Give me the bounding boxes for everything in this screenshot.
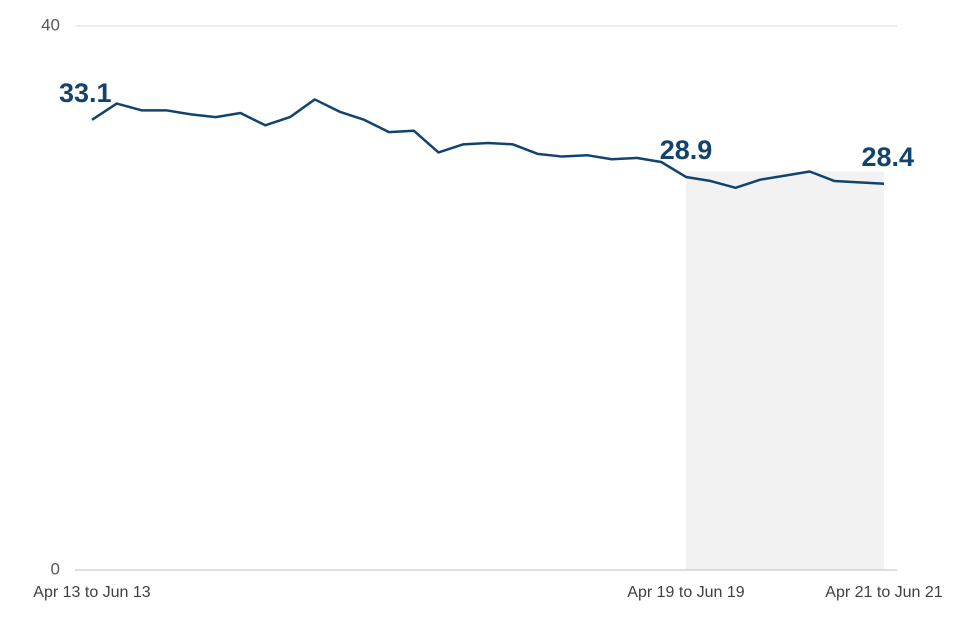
x-tick-label: Apr 21 to Jun 21: [825, 584, 943, 601]
line: [91, 98, 885, 190]
y-tick-label: 0: [51, 559, 60, 578]
data-label: 28.9: [660, 135, 713, 165]
y-tick-label: 40: [41, 15, 60, 34]
x-tick-label: Apr 19 to Jun 19: [627, 584, 745, 601]
highlight-band: [686, 171, 884, 570]
x-tick-label: Apr 13 to Jun 13: [33, 584, 151, 601]
data-label: 33.1: [59, 78, 112, 108]
data-label: 28.4: [861, 142, 914, 172]
